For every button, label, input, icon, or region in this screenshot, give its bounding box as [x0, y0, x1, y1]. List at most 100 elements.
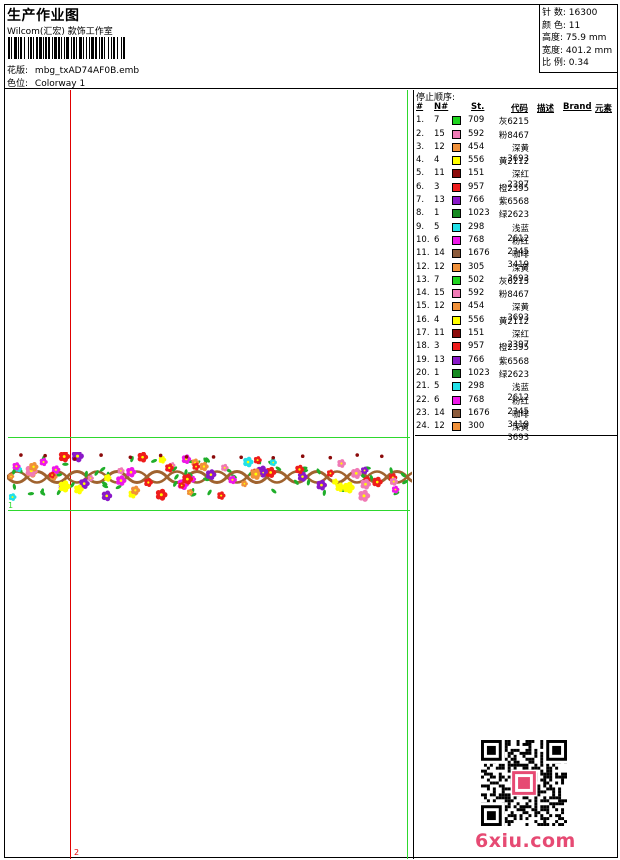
row-number: 1. — [416, 115, 425, 126]
row-needle: 1 — [434, 208, 440, 219]
row-needle: 1 — [434, 367, 440, 378]
table-row: 10. 6 768 粉红2345 — [415, 234, 617, 257]
color-swatch — [452, 156, 461, 166]
row-needle: 4 — [434, 314, 440, 325]
row-needle: 4 — [434, 155, 440, 166]
company-name: Wilcom(汇宏) 款饰工作室 — [7, 27, 113, 37]
production-sheet: 生产作业图 Wilcom(汇宏) 款饰工作室 花版: mbg_txAD74AF0… — [4, 4, 618, 859]
row-needle: 7 — [434, 115, 440, 126]
table-row: 12. 12 305 深黄3693 — [415, 261, 617, 284]
col-code: 代码 — [511, 104, 529, 114]
guide-label-2: 2 — [74, 848, 80, 857]
row-code: 灰6215 — [498, 276, 529, 287]
row-number: 11. — [416, 248, 430, 259]
row-stitches: 592 — [468, 288, 485, 299]
row-code: 橙2395 — [498, 183, 529, 194]
table-row: 17. 11 151 深红2397 — [415, 327, 617, 350]
row-number: 10. — [416, 234, 430, 245]
row-needle: 15 — [434, 128, 445, 139]
row-number: 20. — [416, 367, 430, 378]
row-code: 灰6215 — [498, 117, 529, 128]
row-number: 16. — [416, 314, 430, 325]
stat-scale: 比 例: 0.34 — [542, 58, 589, 69]
table-row: 16. 4 556 黄2112 — [415, 314, 617, 327]
row-stitches: 957 — [468, 341, 485, 352]
row-needle: 12 — [434, 301, 445, 312]
color-swatch — [452, 408, 461, 418]
row-number: 8. — [416, 208, 425, 219]
col-brand: Brand — [563, 102, 592, 112]
color-swatch — [452, 315, 461, 325]
table-row: 24. 12 300 深黄3693 — [415, 420, 617, 443]
row-number: 3. — [416, 141, 425, 152]
panel-divider — [415, 435, 617, 436]
row-stitches: 592 — [468, 128, 485, 139]
table-row: 19. 13 766 紫6568 — [415, 354, 617, 367]
colorway-row: 色位: Colorway 1 — [7, 76, 85, 89]
row-code: 深红2397 — [507, 170, 529, 191]
color-swatch — [452, 116, 461, 126]
table-row: 13. 7 502 灰6215 — [415, 274, 617, 287]
design-file: mbg_txAD74AF0B.emb — [34, 66, 140, 76]
table-row: 18. 3 957 橙2395 — [415, 340, 617, 353]
row-number: 17. — [416, 328, 430, 339]
row-stitches: 766 — [468, 195, 485, 206]
row-stitches: 300 — [468, 421, 485, 432]
table-row: 2. 15 592 粉8467 — [415, 128, 617, 141]
row-stitches: 556 — [468, 314, 485, 325]
header: 生产作业图 Wilcom(汇宏) 款饰工作室 花版: mbg_txAD74AF0… — [5, 5, 617, 89]
color-swatch — [452, 182, 461, 192]
watermark: 6xiu.com — [475, 830, 576, 852]
table-row: 1. 7 709 灰6215 — [415, 114, 617, 127]
design-stats: 针 数: 16300 颜 色: 11 高度: 75.9 mm 宽度: 401.2… — [539, 5, 617, 73]
color-swatch — [452, 196, 461, 206]
row-code: 咖啡3419 — [507, 409, 529, 430]
row-code: 粉8467 — [498, 130, 529, 141]
row-number: 19. — [416, 354, 430, 365]
row-stitches: 454 — [468, 301, 485, 312]
row-number: 24. — [416, 421, 430, 432]
barcode — [8, 37, 218, 59]
row-needle: 12 — [434, 421, 445, 432]
row-code: 紫6568 — [498, 197, 529, 208]
row-stitches: 766 — [468, 354, 485, 365]
table-header: # N# St. 代码 描述 Brand 元素 — [415, 101, 617, 114]
table-row: 21. 5 298 浅蓝2612 — [415, 380, 617, 403]
row-stitches: 298 — [468, 381, 485, 392]
colorway-value: Colorway 1 — [34, 79, 86, 89]
color-swatch — [452, 395, 461, 405]
row-number: 5. — [416, 168, 425, 179]
color-swatch — [452, 355, 461, 365]
stop-sequence-title: 停止顺序: — [416, 93, 456, 103]
row-stitches: 151 — [468, 168, 485, 179]
row-stitches: 709 — [468, 115, 485, 126]
row-number: 18. — [416, 341, 430, 352]
row-stitches: 1676 — [468, 407, 490, 418]
row-needle: 11 — [434, 168, 445, 179]
table-row: 20. 1 1023 绿2623 — [415, 367, 617, 380]
color-swatch — [452, 235, 461, 245]
row-number: 6. — [416, 181, 425, 192]
design-canvas: 1 2 — [5, 90, 414, 859]
row-stitches: 768 — [468, 234, 485, 245]
row-number: 22. — [416, 394, 430, 405]
stat-height: 高度: 75.9 mm — [542, 33, 607, 44]
row-stitches: 502 — [468, 274, 485, 285]
row-stitches: 556 — [468, 155, 485, 166]
row-number: 15. — [416, 301, 430, 312]
table-body: 1. 7 709 灰6215 2. 15 592 粉8467 3. 12 454 深黄3693 4. 4 5… — [415, 114, 617, 443]
table-row: 23. 14 1676 咖啡3419 — [415, 407, 617, 430]
color-swatch — [452, 129, 461, 139]
row-code: 粉红2345 — [507, 396, 529, 417]
col-element: 元素 — [595, 104, 613, 114]
row-stitches: 454 — [468, 141, 485, 152]
table-row: 4. 4 556 黄2112 — [415, 154, 617, 167]
row-code: 深黄3693 — [507, 143, 529, 164]
row-needle: 14 — [434, 407, 445, 418]
row-needle: 12 — [434, 141, 445, 152]
row-number: 12. — [416, 261, 430, 272]
table-row: 22. 6 768 粉红2345 — [415, 394, 617, 417]
row-code: 黄2112 — [498, 157, 529, 168]
row-stitches: 298 — [468, 221, 485, 232]
col-num: # — [416, 102, 424, 112]
